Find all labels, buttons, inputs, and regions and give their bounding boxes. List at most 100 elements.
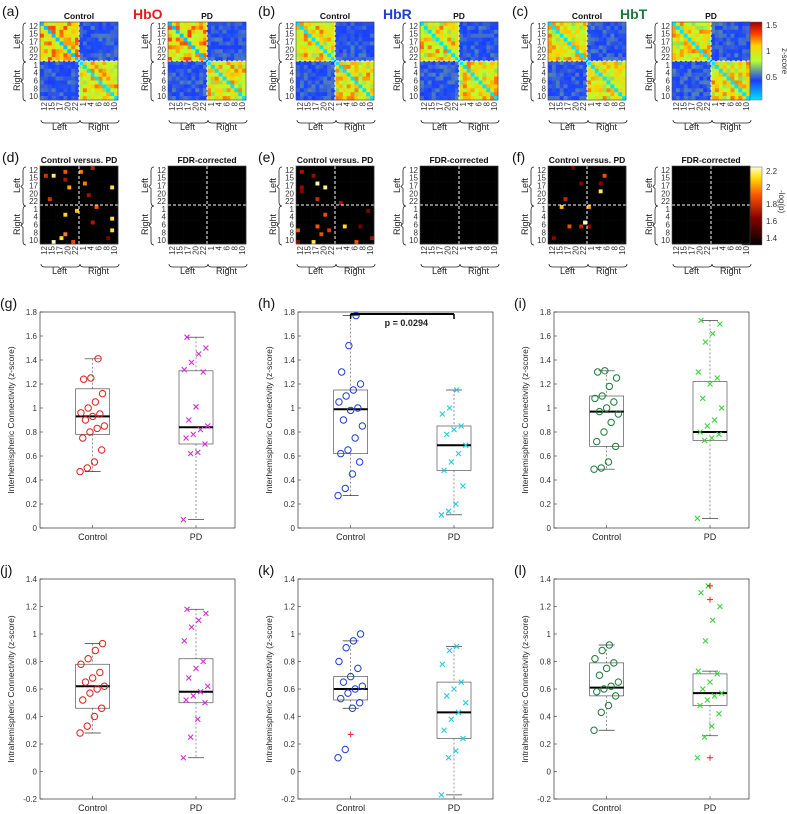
channel-tick-x: 17 (184, 101, 193, 110)
heatmap-cell (175, 41, 180, 46)
heatmap-cell (67, 201, 72, 206)
heatmap-cell (699, 25, 704, 31)
heatmap-cell (307, 61, 312, 66)
heatmap-cell (687, 197, 692, 202)
heatmap-cell (579, 212, 584, 217)
heatmap-cell (168, 49, 173, 54)
heatmap-cell (187, 181, 192, 186)
heatmap-cell (579, 208, 584, 214)
heatmap-cell (94, 185, 99, 190)
heatmap-cell (168, 166, 173, 171)
heatmap-cell (571, 29, 576, 34)
heatmap-cell (75, 25, 80, 31)
heatmap-cell (575, 201, 580, 206)
heatmap-frame (419, 21, 499, 101)
heatmap-cell (296, 72, 301, 77)
heatmap-cell (98, 240, 103, 245)
heatmap-cell (443, 181, 448, 186)
heatmap-cell (323, 228, 328, 233)
heatmap-cell (110, 29, 115, 34)
heatmap-cell (86, 88, 91, 93)
heatmap-cell (726, 96, 731, 101)
heatmap-cell (675, 96, 681, 101)
channel-tick-x: 1 (79, 101, 88, 106)
heatmap-cell (242, 236, 247, 241)
heatmap-cell (315, 53, 320, 58)
heatmap-cell (579, 29, 584, 34)
heatmap-cell (47, 53, 52, 58)
heatmap-cell (350, 177, 355, 182)
channel-tick-y: 10 (537, 236, 546, 245)
heatmap-cell (742, 177, 747, 182)
heatmap-cell (602, 57, 607, 62)
channel-tick-x: 20 (319, 245, 328, 254)
brace-left (148, 166, 155, 207)
heatmap-cell (567, 189, 572, 194)
channel-tick-y: 22 (661, 53, 670, 62)
heatmap-cell (114, 185, 119, 190)
heatmap-cell (238, 177, 243, 182)
heatmap-cell (679, 84, 684, 89)
heatmap-cell (559, 41, 564, 46)
heatmap-cell (90, 37, 95, 42)
heatmap-cell (746, 193, 751, 198)
heatmap-cell (482, 53, 487, 58)
heatmap-cell (490, 45, 495, 50)
heatmap-cell (86, 193, 91, 198)
channel-tick-x: 17 (564, 245, 573, 254)
heatmap-cell (563, 68, 568, 73)
heatmap-cell (71, 240, 76, 245)
heatmap-cell (490, 53, 495, 58)
heatmap-cell (183, 189, 188, 194)
heatmap-cell (427, 166, 432, 171)
heatmap-cell (55, 201, 60, 206)
heatmap-cell (423, 232, 429, 237)
heatmap-title: PD (201, 11, 213, 21)
brace-bottom-left (40, 119, 81, 126)
heatmap-cell (462, 177, 468, 182)
heatmap-cell (242, 185, 247, 190)
heatmap-cell (195, 181, 200, 186)
heatmap-cell (687, 68, 692, 73)
heatmap-cell (459, 185, 464, 190)
heatmap-cell (691, 57, 696, 62)
heatmap-cell (315, 57, 320, 62)
heatmap-cell (427, 37, 432, 42)
heatmap-cell (366, 240, 371, 245)
heatmap-cell (102, 53, 107, 58)
heatmap-cell (482, 208, 487, 214)
heatmap-cell (358, 201, 363, 206)
heatmap-cell (590, 212, 596, 217)
heatmap-cell (474, 72, 479, 77)
heatmap-cell (230, 84, 235, 89)
channel-tick-y: 17 (409, 182, 418, 191)
heatmap-cell (551, 208, 557, 214)
heatmap-cell (218, 240, 223, 245)
heatmap-cell (610, 201, 615, 206)
heatmap-cell (195, 169, 200, 175)
heatmap-cell (75, 216, 80, 221)
heatmap-cell (622, 88, 627, 93)
heatmap-cell (55, 96, 60, 101)
heatmap-cell (210, 232, 216, 237)
heatmap-cell (423, 201, 429, 206)
heatmap-cell (234, 33, 239, 38)
heatmap-cell (114, 49, 119, 54)
heatmap-cell (435, 181, 440, 186)
heatmap-cell (618, 64, 623, 70)
heatmap-cell (435, 80, 440, 85)
heatmap-cell (551, 205, 557, 210)
heatmap-cell (187, 189, 192, 194)
heatmap-cell (183, 76, 188, 81)
heatmap-cell (335, 61, 340, 66)
heatmap-cell (478, 236, 483, 241)
heatmap-cell (490, 29, 495, 34)
heatmap-cell (711, 49, 716, 54)
heatmap-cell (583, 220, 588, 225)
hemisphere-label-right: Right (12, 213, 22, 235)
heatmap-cell (168, 53, 173, 58)
heatmap-cell (370, 88, 375, 93)
heatmap-cell (354, 76, 359, 81)
heatmap-cell (699, 68, 704, 73)
heatmap-cell (299, 29, 305, 34)
